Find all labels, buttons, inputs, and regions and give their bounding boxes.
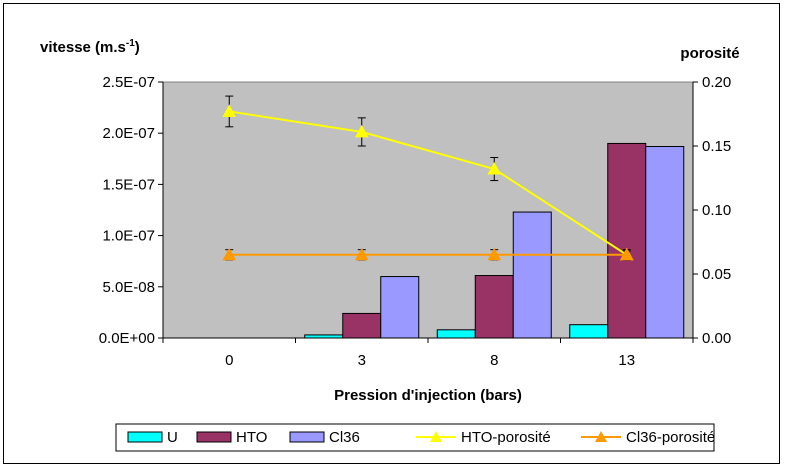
legend-swatch-u xyxy=(128,432,162,442)
y-left-tick-label: 1.0E-07 xyxy=(102,228,155,245)
legend-swatch-cl36 xyxy=(290,432,324,442)
bar-hto xyxy=(608,143,646,338)
legend-label-hto: HTO xyxy=(236,429,267,446)
x-axis-title: Pression d'injection (bars) xyxy=(334,387,522,404)
bar-u xyxy=(437,330,475,338)
x-tick-label: 0 xyxy=(225,352,233,369)
bar-cl36 xyxy=(646,147,684,338)
legend-swatch-hto xyxy=(197,432,231,442)
y-right-tick-label: 0.20 xyxy=(702,74,731,91)
legend-label-cl36: Cl36 xyxy=(329,429,360,446)
y-right-tick-label: 0.10 xyxy=(702,202,731,219)
legend-label-u: U xyxy=(167,429,178,446)
y-left-tick-label: 0.0E+00 xyxy=(99,330,155,347)
y-right-tick-label: 0.00 xyxy=(702,330,731,347)
y-left-tick-label: 2.0E-07 xyxy=(102,125,155,142)
bar-hto xyxy=(343,313,381,338)
y-right-tick-label: 0.05 xyxy=(702,266,731,283)
y-left-tick-label: 5.0E-08 xyxy=(102,279,155,296)
y-right-tick-label: 0.15 xyxy=(702,138,731,155)
bar-u xyxy=(570,325,608,338)
y-left-tick-label: 2.5E-07 xyxy=(102,74,155,91)
legend-label-cl36-porosit-: Cl36-porosité xyxy=(626,429,715,446)
bar-cl36 xyxy=(513,212,551,338)
y-left-tick-label: 1.5E-07 xyxy=(102,176,155,193)
legend-label-hto-porosit-: HTO-porosité xyxy=(461,429,551,446)
legend: U HTO Cl36 HTO-porosité Cl36-porosité xyxy=(116,424,715,451)
y-left-axis-title: vitesse (m.s-1) xyxy=(40,38,140,56)
x-tick-label: 13 xyxy=(618,352,635,369)
bar-hto xyxy=(475,276,513,338)
x-tick-label: 8 xyxy=(490,352,498,369)
x-tick-label: 3 xyxy=(358,352,366,369)
bar-cl36 xyxy=(381,277,419,338)
y-right-axis-title: porosité xyxy=(680,45,739,62)
